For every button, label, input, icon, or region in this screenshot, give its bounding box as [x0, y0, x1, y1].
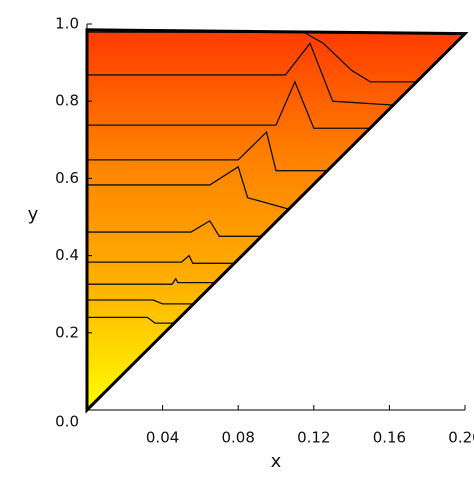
contour-line [87, 219, 261, 237]
y-tick-label: 0.8 [55, 92, 79, 110]
x-tick-label: 0.16 [373, 429, 406, 447]
y-axis-title: y [28, 204, 39, 225]
contour-line [87, 254, 235, 264]
contour-line [87, 277, 216, 285]
x-tick-label: 0.20 [448, 429, 474, 447]
contours [87, 31, 416, 324]
contour-line [87, 165, 290, 210]
y-tick-label: 0.2 [55, 323, 79, 341]
contour-line [87, 299, 193, 305]
x-tick-label: 0.04 [146, 429, 179, 447]
contour-line [87, 41, 394, 106]
y-tick-label: 0.4 [55, 246, 79, 264]
x-tick-label: 0.12 [297, 429, 330, 447]
contour-line [87, 316, 174, 324]
y-tick-label: 0.0 [55, 413, 79, 431]
y-tick-label: 1.0 [55, 15, 79, 33]
x-axis-title: x [271, 451, 282, 472]
contour-line [87, 130, 328, 172]
contour-line [87, 80, 371, 129]
y-tick-label: 0.6 [55, 169, 79, 187]
x-tick-label: 0.08 [221, 429, 254, 447]
